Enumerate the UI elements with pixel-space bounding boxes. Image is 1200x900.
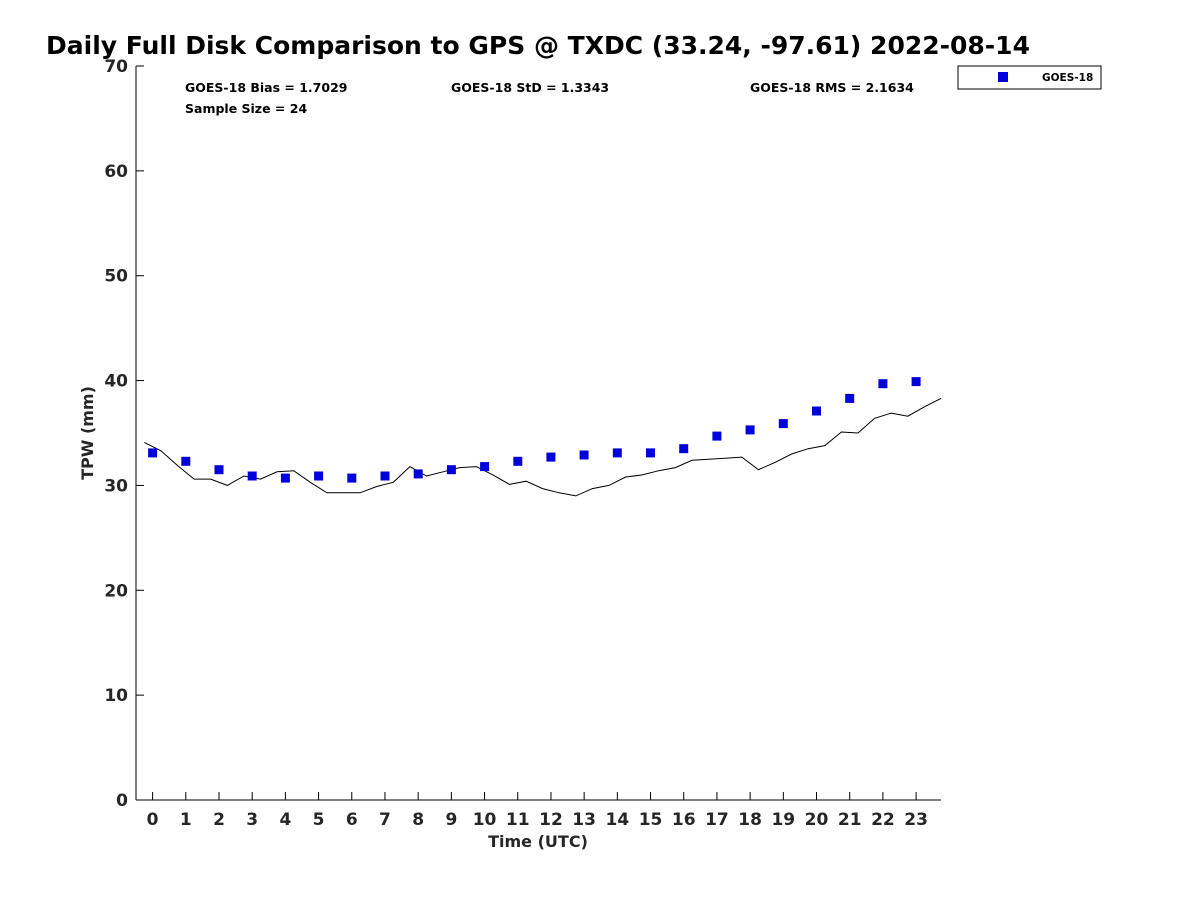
y-tick-label: 50: [104, 267, 128, 287]
x-tick-label: 16: [672, 810, 696, 830]
goes18-point: [579, 450, 589, 460]
x-tick-label: 0: [147, 810, 159, 830]
x-tick-label: 4: [279, 810, 291, 830]
y-tick-label: 70: [104, 57, 128, 77]
goes18-point: [247, 471, 257, 481]
legend-label-goes18: GOES-18: [1042, 72, 1093, 84]
x-tick-label: 1: [180, 810, 192, 830]
x-tick-label: 21: [838, 810, 862, 830]
rms-stat: GOES-18 RMS = 2.1634: [750, 80, 914, 95]
goes18-markers: [148, 377, 921, 483]
goes18-point: [214, 465, 224, 475]
x-tick-label: 19: [771, 810, 795, 830]
x-ticks: 0 1 2 3 4 5 6 7 8 9 10 11 12 13 14 15 16 17 18 19 20 21 22 23: [147, 792, 928, 830]
x-tick-label: 23: [904, 810, 928, 830]
goes18-point: [513, 456, 523, 466]
goes18-point: [878, 379, 888, 389]
y-tick-label: 20: [104, 581, 128, 601]
x-tick-label: 3: [246, 810, 258, 830]
goes18-point: [480, 462, 490, 472]
x-tick-label: 10: [473, 810, 497, 830]
goes18-point: [280, 473, 290, 483]
legend-box: [957, 65, 1102, 90]
x-tick-label: 15: [639, 810, 663, 830]
goes18-point: [181, 456, 191, 466]
gps-tpw-polyline: [144, 397, 942, 497]
plot-frame: [135, 66, 941, 801]
x-tick-label: 18: [738, 810, 762, 830]
x-tick-label: 5: [313, 810, 325, 830]
goes18-point: [911, 377, 921, 387]
sample-size-stat: Sample Size = 24: [185, 101, 307, 116]
y-tick-label: 30: [104, 476, 128, 496]
goes18-point: [679, 444, 689, 454]
x-tick-label: 22: [871, 810, 895, 830]
goes18-point: [712, 431, 722, 441]
x-tick-label: 14: [606, 810, 630, 830]
goes18-point: [413, 469, 423, 479]
x-axis-label: Time (UTC): [488, 832, 588, 851]
x-tick-label: 9: [445, 810, 457, 830]
legend: GOES-18: [957, 65, 1102, 90]
chart-title: Daily Full Disk Comparison to GPS @ TXDC…: [46, 31, 1030, 60]
goes18-point: [546, 452, 556, 462]
goes18-point: [380, 471, 390, 481]
x-tick-label: 8: [412, 810, 424, 830]
std-stat: GOES-18 StD = 1.3343: [451, 80, 609, 95]
y-tick-label: 0: [116, 791, 128, 811]
y-tick-label: 40: [104, 372, 128, 392]
x-tick-label: 17: [705, 810, 729, 830]
x-tick-label: 7: [379, 810, 391, 830]
goes18-point: [612, 448, 622, 458]
goes18-point: [778, 419, 788, 429]
goes18-point: [347, 473, 357, 483]
goes18-point: [845, 393, 855, 403]
x-tick-label: 12: [539, 810, 563, 830]
goes18-point: [148, 448, 158, 458]
legend-marker-goes18: [998, 72, 1008, 82]
y-ticks: 0 10 20 30 40 50 60 70: [104, 57, 144, 811]
goes18-point: [446, 465, 456, 475]
gps-tpw-line: [144, 397, 942, 497]
goes18-point: [745, 425, 755, 435]
y-tick-label: 10: [104, 686, 128, 706]
x-tick-label: 13: [572, 810, 596, 830]
goes18-point: [812, 406, 821, 416]
goes18-point: [314, 471, 324, 481]
y-axis-label: TPW (mm): [78, 386, 97, 480]
x-tick-label: 6: [346, 810, 358, 830]
bias-stat: GOES-18 Bias = 1.7029: [185, 80, 347, 95]
x-tick-label: 2: [213, 810, 225, 830]
goes18-point: [646, 448, 655, 458]
x-tick-label: 11: [506, 810, 530, 830]
x-tick-label: 20: [805, 810, 829, 830]
y-tick-label: 60: [104, 162, 128, 182]
